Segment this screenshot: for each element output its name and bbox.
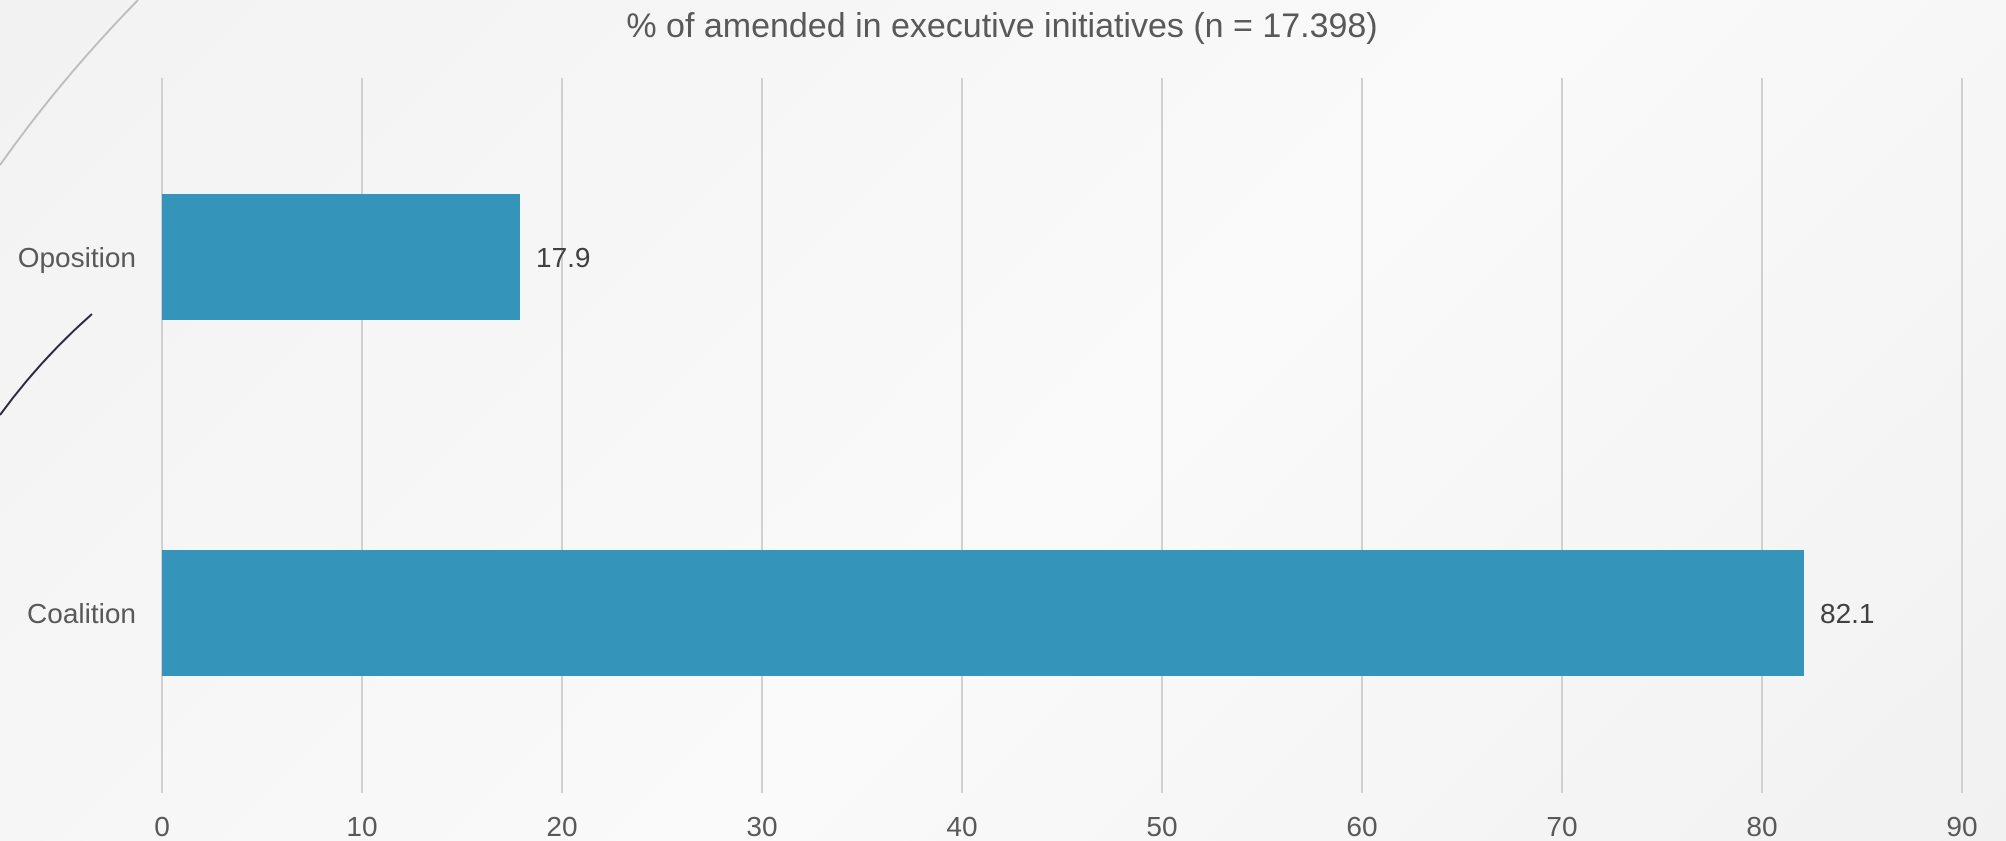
x-tick-label: 20 [546,811,577,841]
data-label: 17.9 [536,242,591,273]
bar [162,550,1804,676]
category-labels: Oposition Coalition [18,242,136,629]
chart-title: % of amended in executive initiatives (n… [626,7,1377,45]
x-tick-label: 40 [946,811,977,841]
x-tick-label: 70 [1546,811,1577,841]
x-tick-label: 10 [346,811,377,841]
x-tick-label: 30 [746,811,777,841]
x-tick-label: 60 [1346,811,1377,841]
data-labels: 17.9 82.1 [536,242,1875,629]
bars [162,194,1804,676]
x-tick-label: 0 [154,811,170,841]
data-label: 82.1 [1820,598,1875,629]
x-tick-label: 90 [1946,811,1977,841]
category-label: Coalition [27,598,136,629]
gridlines [161,78,1963,793]
x-tick-label: 50 [1146,811,1177,841]
decorative-stroke [0,313,93,416]
x-tick-label: 80 [1746,811,1777,841]
category-label: Oposition [18,242,136,273]
decorative-arc [0,0,139,166]
bar [162,194,520,320]
x-axis-ticks: 0 10 20 30 40 50 60 70 80 90 [154,811,1977,841]
